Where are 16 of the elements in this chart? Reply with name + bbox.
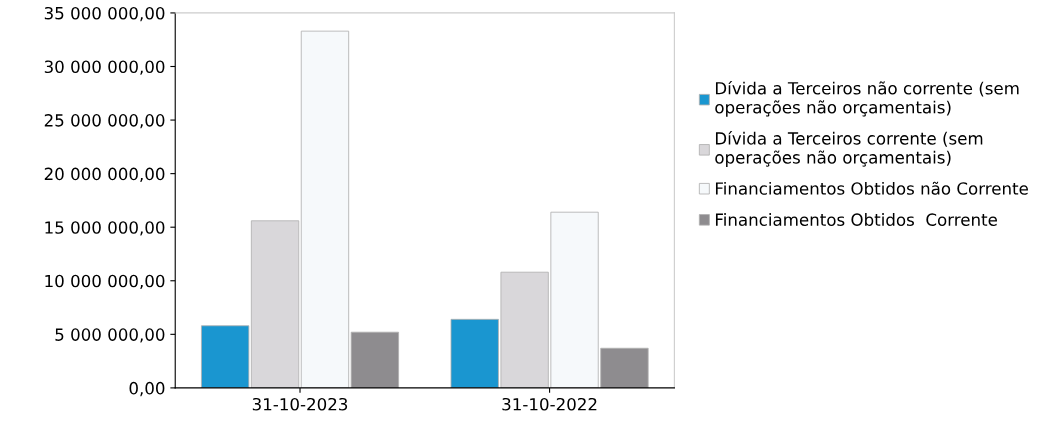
x-tick-label: 31-10-2023 xyxy=(252,397,348,411)
y-tick-label: 10 000 000,00 xyxy=(45,274,165,290)
y-tick-label: 25 000 000,00 xyxy=(44,114,165,129)
bar xyxy=(300,30,350,388)
y-tick-label: 0,00 xyxy=(129,381,165,397)
y-tick-label: 30 000 000,00 xyxy=(44,60,165,75)
y-tick-label: 35 000 000,00 xyxy=(44,6,165,22)
y-tick-label: 5 000 000,00 xyxy=(55,328,165,343)
bar xyxy=(350,331,400,388)
legend-label: Financiamentos Obtidos Corrente xyxy=(715,213,997,226)
legend-label: Dívida a Terceiros não corrente (sem operações não orçamentais) xyxy=(715,80,1019,117)
x-tick-label: 31-10-2022 xyxy=(502,397,597,411)
y-tick-label: 15 000 000,00 xyxy=(45,221,165,236)
legend-label: Dívida a Terceiros corrente (sem operações não orçamentais) xyxy=(715,131,983,167)
y-tick-label: 20 000 000,00 xyxy=(44,167,165,182)
legend-label: Financiamentos Obtidos não Corrente xyxy=(715,181,1028,195)
